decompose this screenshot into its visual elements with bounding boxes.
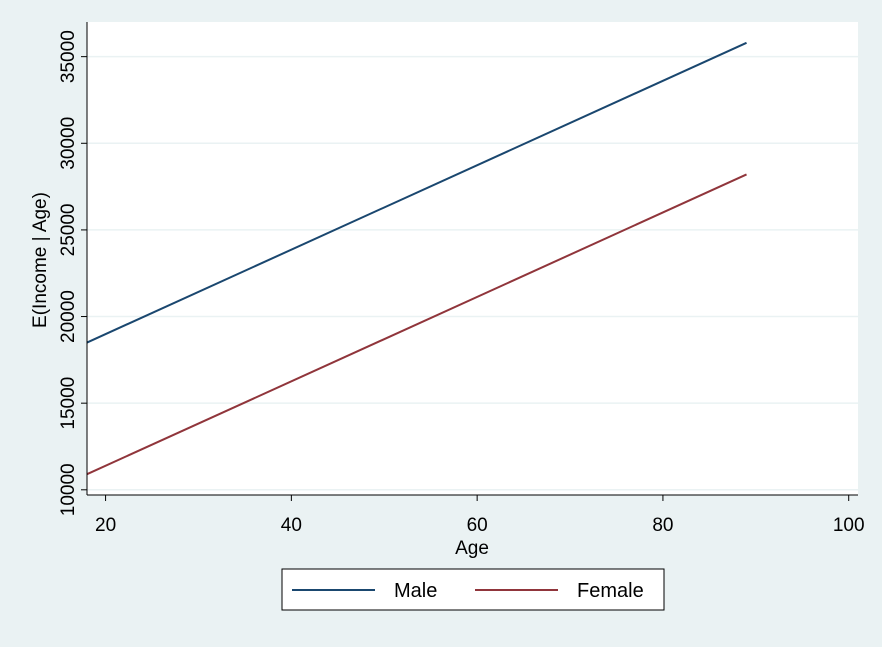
legend-label-male: Male <box>394 580 437 602</box>
plot-area <box>87 22 858 495</box>
x-tick-label: 80 <box>652 515 673 536</box>
grid-lines <box>87 55 858 491</box>
x-tick-label: 60 <box>467 515 488 536</box>
series-line-female <box>86 173 747 476</box>
y-tick-label: 15000 <box>58 377 79 430</box>
series-layer <box>86 41 747 476</box>
x-axis-ticks: 20 40 60 80 100 <box>95 495 865 536</box>
y-tick-label: 25000 <box>58 203 79 256</box>
x-tick-label: 100 <box>833 515 865 536</box>
y-tick-label: 10000 <box>58 463 79 516</box>
y-tick-label: 30000 <box>58 117 79 170</box>
legend-label-female: Female <box>577 580 644 602</box>
x-axis-label: Age <box>455 538 489 559</box>
y-axis-ticks: 10000 15000 20000 25000 30000 35000 <box>58 30 87 516</box>
y-tick-label: 20000 <box>58 290 79 343</box>
legend: Male Female <box>292 580 644 602</box>
series-line-male <box>86 41 747 344</box>
x-tick-label: 20 <box>95 515 116 536</box>
y-tick-label: 35000 <box>58 30 79 83</box>
y-axis-label: E(Income | Age) <box>30 192 51 328</box>
x-tick-label: 40 <box>281 515 302 536</box>
